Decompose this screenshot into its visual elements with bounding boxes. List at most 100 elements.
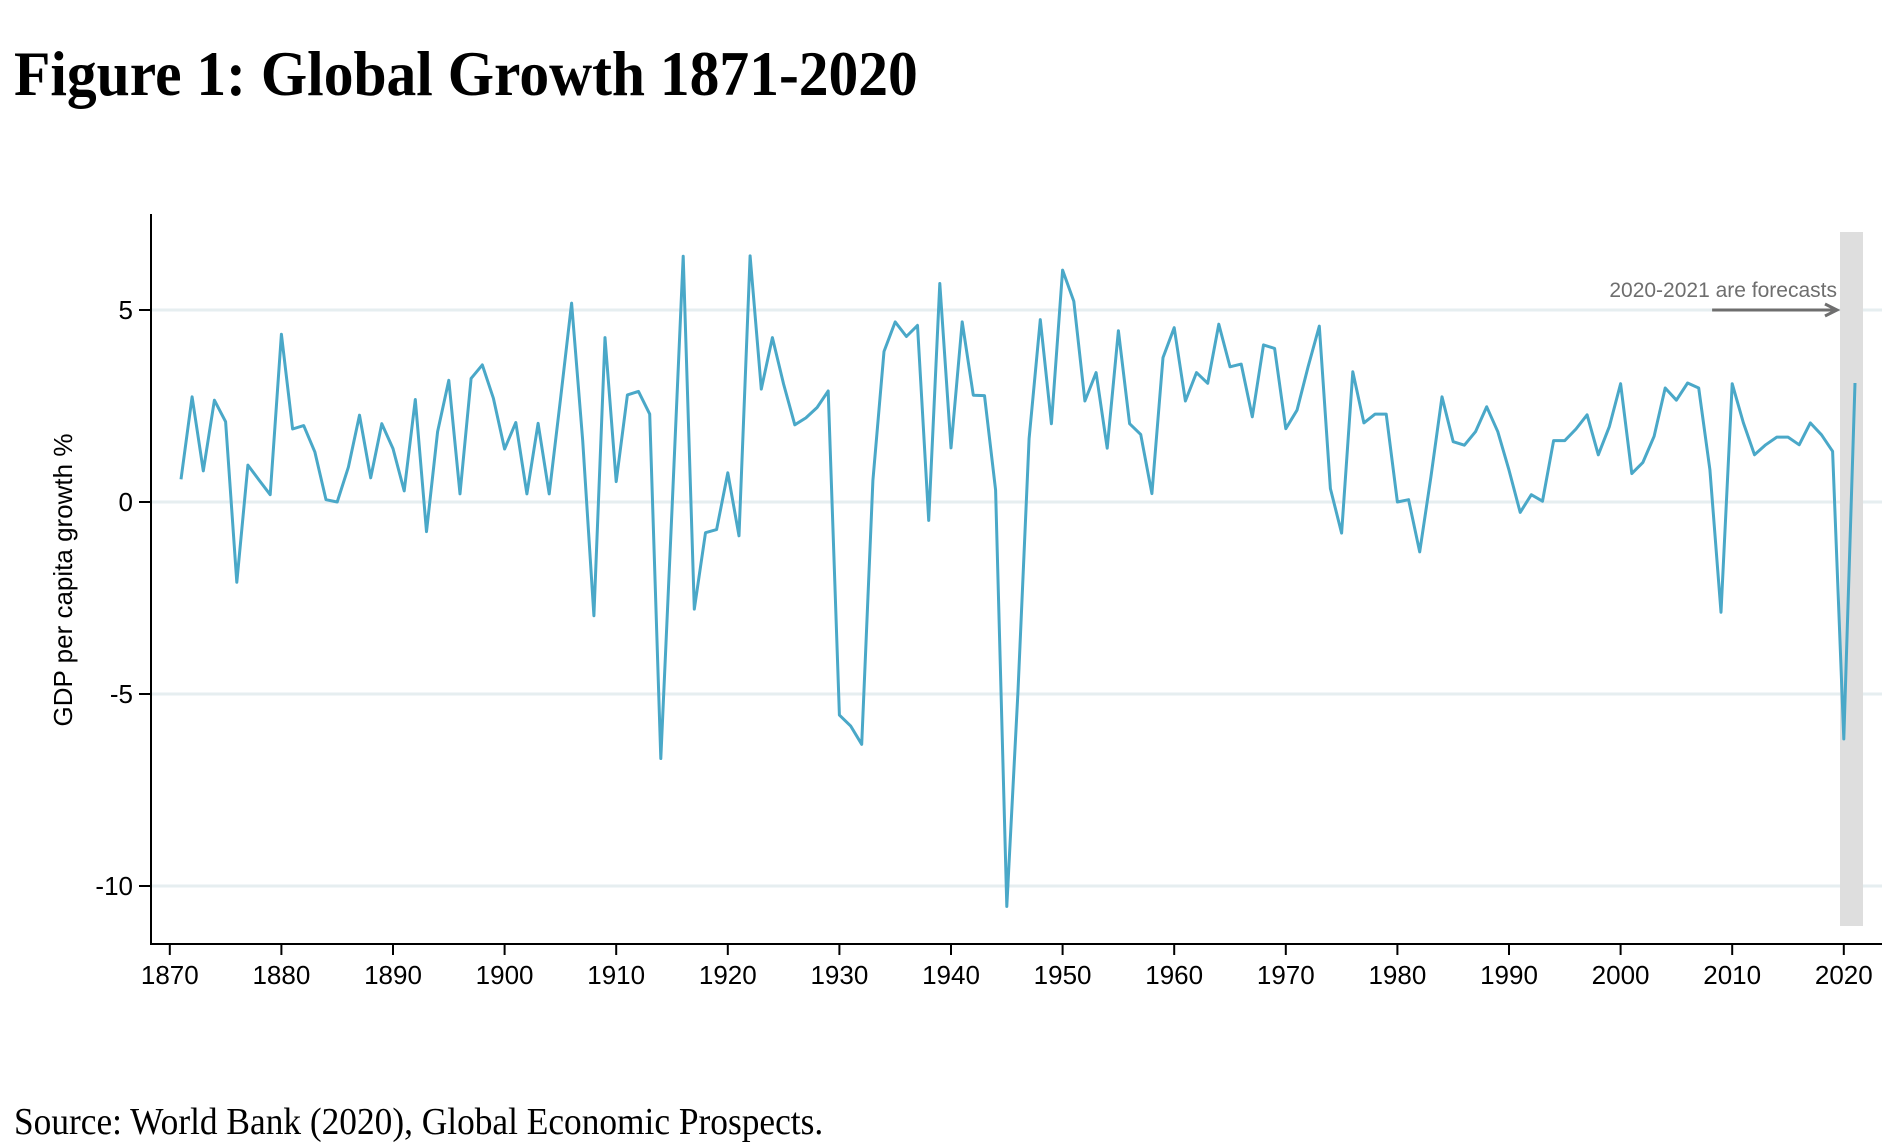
data-point-1963 (1206, 382, 1209, 385)
x-axis-ticks: 1870 1880 1890 1900 1910 1920 1930 1940 1950 1960… (141, 944, 1873, 990)
data-point-1887 (358, 414, 361, 417)
data-point-1951 (1072, 300, 1075, 303)
data-point-1915 (671, 508, 674, 511)
data-point-1898 (481, 363, 484, 366)
data-point-1976 (1351, 370, 1354, 373)
data-point-1931 (849, 724, 852, 727)
figure-title: Figure 1: Global Growth 1871-2020 (14, 38, 918, 109)
data-point-1873 (202, 469, 205, 472)
data-point-2000 (1619, 382, 1622, 385)
data-point-1922 (749, 254, 752, 257)
data-point-2018 (1820, 433, 1823, 436)
data-point-1939 (938, 282, 941, 285)
data-point-1924 (771, 336, 774, 339)
data-point-1901 (514, 421, 517, 424)
data-point-1923 (760, 388, 763, 391)
data-point-1917 (693, 608, 696, 611)
data-point-1944 (994, 489, 997, 492)
x-tick-label: 1870 (141, 960, 199, 990)
data-point-1959 (1162, 356, 1165, 359)
x-tick-label: 1950 (1034, 960, 1092, 990)
data-point-1872 (191, 395, 194, 398)
data-point-2021 (1854, 382, 1857, 385)
x-tick-label: 1890 (364, 960, 422, 990)
data-point-1932 (860, 743, 863, 746)
x-tick-label: 2010 (1703, 960, 1761, 990)
x-tick-label: 1940 (922, 960, 980, 990)
data-point-1969 (1273, 347, 1276, 350)
data-point-1941 (961, 320, 964, 323)
data-point-1880 (280, 333, 283, 336)
data-point-1947 (1028, 437, 1031, 440)
data-point-2005 (1675, 399, 1678, 402)
data-point-1989 (1496, 430, 1499, 433)
data-point-1943 (983, 394, 986, 397)
data-point-1979 (1385, 413, 1388, 416)
data-point-1933 (871, 479, 874, 482)
data-point-1996 (1575, 428, 1578, 431)
data-point-2017 (1809, 421, 1812, 424)
data-point-1968 (1262, 343, 1265, 346)
data-point-2006 (1686, 382, 1689, 385)
data-point-1955 (1117, 329, 1120, 332)
data-point-1987 (1474, 430, 1477, 433)
data-point-1914 (659, 757, 662, 760)
data-point-1925 (782, 383, 785, 386)
data-point-1916 (682, 255, 685, 258)
data-point-1970 (1284, 427, 1287, 430)
data-point-1978 (1374, 413, 1377, 416)
data-point-1909 (604, 336, 607, 339)
data-point-1945 (1005, 905, 1008, 908)
data-point-1899 (492, 397, 495, 400)
data-point-1935 (894, 320, 897, 323)
data-point-1903 (537, 422, 540, 425)
data-point-1967 (1251, 415, 1254, 418)
data-point-2016 (1798, 443, 1801, 446)
x-tick-label: 1990 (1480, 960, 1538, 990)
data-point-2011 (1742, 421, 1745, 424)
data-point-1999 (1608, 425, 1611, 428)
x-tick-label: 2000 (1592, 960, 1650, 990)
data-point-1886 (347, 466, 350, 469)
data-point-1953 (1095, 371, 1098, 374)
data-point-1948 (1039, 318, 1042, 321)
data-point-1961 (1184, 400, 1187, 403)
data-point-1928 (816, 406, 819, 409)
data-point-1883 (313, 451, 316, 454)
data-point-1952 (1083, 400, 1086, 403)
data-point-1966 (1240, 363, 1243, 366)
data-point-1890 (392, 447, 395, 450)
data-point-1973 (1318, 325, 1321, 328)
data-point-1919 (715, 528, 718, 531)
data-point-1920 (726, 471, 729, 474)
data-point-1926 (793, 423, 796, 426)
data-point-1981 (1407, 498, 1410, 501)
data-point-2010 (1731, 382, 1734, 385)
data-point-1878 (258, 479, 261, 482)
data-point-1977 (1362, 421, 1365, 424)
data-point-1893 (425, 530, 428, 533)
data-point-1938 (927, 519, 930, 522)
data-point-1986 (1463, 444, 1466, 447)
data-point-1877 (246, 464, 249, 467)
data-point-1975 (1340, 532, 1343, 535)
data-point-1885 (336, 501, 339, 504)
y-axis-title: GDP per capita growth % (48, 434, 78, 727)
data-point-1895 (447, 379, 450, 382)
data-point-1982 (1418, 550, 1421, 553)
data-point-1904 (548, 492, 551, 495)
data-point-1962 (1195, 371, 1198, 374)
data-point-1889 (380, 422, 383, 425)
data-point-1954 (1106, 447, 1109, 450)
forecast-arrow-head-icon (1824, 302, 1841, 318)
data-point-1936 (905, 335, 908, 338)
data-point-1908 (592, 614, 595, 617)
data-point-1964 (1217, 323, 1220, 326)
data-point-1990 (1508, 469, 1511, 472)
forecast-band (1840, 232, 1863, 926)
x-tick-label: 1920 (699, 960, 757, 990)
data-point-1902 (525, 492, 528, 495)
x-tick-label: 1880 (252, 960, 310, 990)
x-tick-label: 1910 (587, 960, 645, 990)
data-point-1927 (804, 416, 807, 419)
